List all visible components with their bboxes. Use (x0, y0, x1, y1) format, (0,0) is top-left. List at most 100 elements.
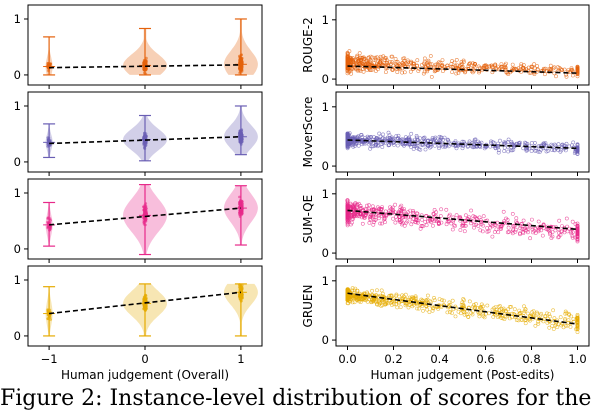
scatter-point (502, 219, 507, 224)
scatter-point (379, 304, 384, 308)
right-panel-4-ytick-label: 0 (322, 333, 329, 347)
scatter-point (349, 220, 354, 225)
violin-point (142, 221, 146, 224)
scatter-point (460, 146, 465, 151)
scatter-point (361, 55, 366, 60)
scatter-point (376, 216, 381, 221)
scatter-point (575, 326, 580, 331)
left-panel-1-plot (43, 18, 258, 76)
scatter-point (346, 301, 351, 306)
scatter-point (360, 211, 365, 216)
scatter-point (461, 60, 466, 64)
scatter-point (519, 62, 524, 67)
scatter-point (355, 53, 360, 58)
scatter-point (467, 215, 472, 220)
scatter-point (552, 148, 557, 153)
scatter-point (462, 312, 467, 317)
scatter-point (373, 299, 378, 304)
scatter-point (427, 145, 432, 150)
scatter-point (575, 229, 580, 234)
violin-point (144, 297, 147, 301)
scatter-point (473, 301, 478, 306)
scatter-point (526, 311, 530, 316)
scatter-point (514, 219, 519, 224)
scatter-point (535, 311, 540, 316)
scatter-point (387, 294, 392, 298)
scatter-point (366, 66, 371, 71)
scatter-point (506, 149, 511, 154)
scatter-point (396, 133, 401, 138)
scatter-point (370, 55, 375, 60)
right-panel-4-xtick-label: 0.4 (430, 352, 448, 366)
scatter-point (379, 142, 384, 147)
right-panel-4-xtick-label: 0.0 (338, 352, 356, 366)
scatter-point (510, 62, 515, 67)
scatter-point (382, 141, 387, 146)
scatter-point (460, 139, 465, 144)
scatter-point (377, 131, 382, 136)
scatter-point (496, 141, 500, 146)
scatter-point (502, 149, 507, 154)
scatter-point (432, 214, 437, 219)
scatter-point (430, 217, 435, 222)
scatter-point (531, 313, 536, 318)
scatter-point (372, 61, 377, 66)
scatter-point (571, 73, 575, 78)
trend-line (347, 65, 578, 74)
scatter-point (481, 304, 485, 309)
scatter-point (539, 228, 544, 233)
scatter-point (571, 140, 576, 145)
scatter-point (432, 207, 437, 212)
scatter-point (421, 308, 425, 313)
scatter-point (512, 67, 516, 71)
scatter-point (372, 135, 376, 140)
scatter-point (438, 214, 443, 218)
scatter-point (409, 61, 414, 65)
scatter-point (548, 314, 552, 319)
scatter-point (370, 213, 375, 218)
scatter-point (380, 298, 385, 303)
scatter-point (423, 65, 428, 70)
scatter-point (522, 304, 526, 309)
scatter-point (399, 222, 404, 227)
scatter-point (463, 69, 468, 74)
scatter-point (539, 311, 544, 316)
scatter-point (506, 137, 511, 142)
scatter-point (408, 69, 413, 74)
scatter-point (482, 315, 487, 320)
scatter-point (377, 207, 382, 212)
scatter-point (569, 314, 574, 319)
scatter-point (491, 314, 496, 319)
violin-point (239, 199, 242, 203)
scatter-point (485, 226, 490, 230)
scatter-point (345, 57, 350, 62)
scatter-point (516, 318, 521, 323)
right-panel-4-frame (335, 265, 590, 347)
violin-point (142, 141, 146, 145)
violin-point (239, 143, 243, 146)
scatter-point (456, 71, 461, 75)
scatter-point (409, 59, 414, 64)
scatter-point (376, 63, 381, 67)
scatter-point (436, 60, 441, 65)
scatter-point (461, 297, 466, 301)
scatter-point (365, 203, 369, 208)
violin-point (46, 225, 50, 229)
violin-point (240, 283, 244, 287)
scatter-point (360, 142, 365, 147)
scatter-point (461, 221, 466, 226)
scatter-point (511, 227, 516, 232)
scatter-point (487, 311, 491, 316)
scatter-point (529, 149, 534, 153)
scatter-point (345, 132, 350, 137)
scatter-point (410, 304, 415, 309)
scatter-point (465, 144, 470, 149)
scatter-point (450, 227, 455, 232)
scatter-point (367, 207, 372, 212)
scatter-point (348, 222, 353, 227)
scatter-point (360, 221, 365, 226)
violin-point (238, 66, 241, 70)
scatter-point (575, 226, 580, 231)
scatter-point (378, 207, 383, 212)
violin-point (48, 144, 52, 147)
